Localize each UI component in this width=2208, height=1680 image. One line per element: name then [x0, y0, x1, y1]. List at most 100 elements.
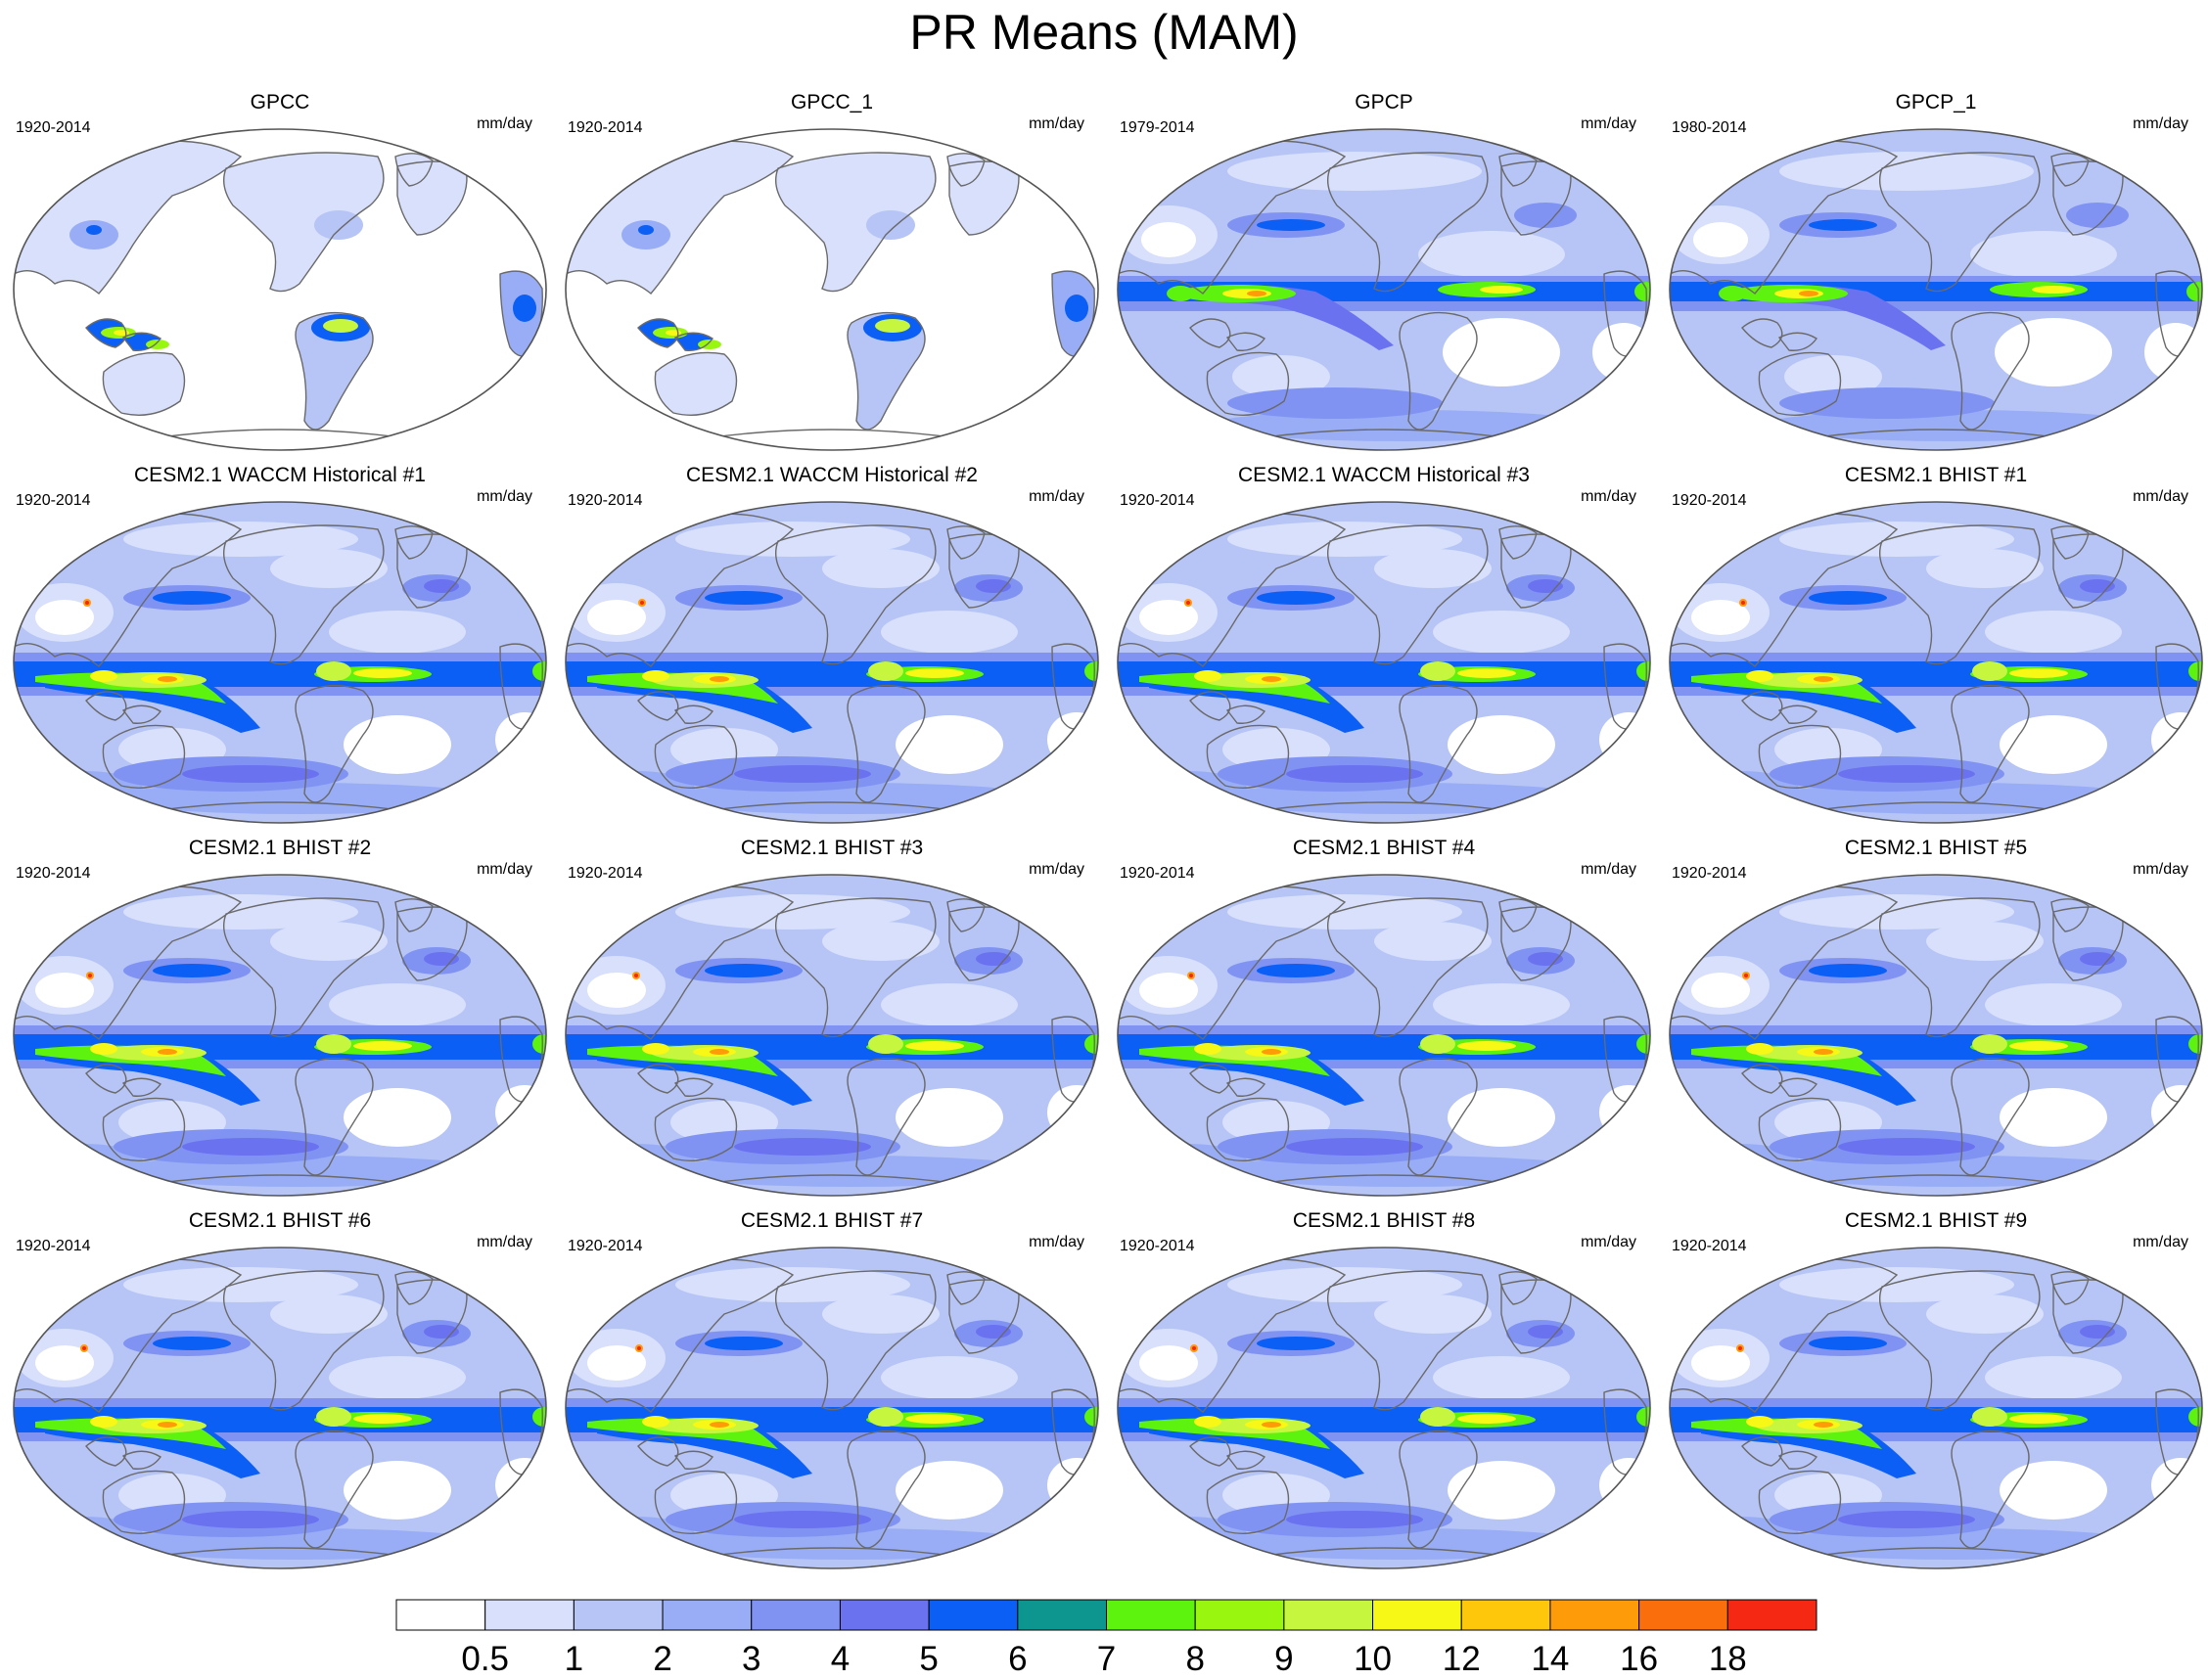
map-panel: GPCP_1 1980-2014 mm/day: [1662, 82, 2208, 456]
colorbar-swatch: [1638, 1599, 1728, 1631]
panel-period: 1920-2014: [1120, 492, 1195, 509]
panel-period: 1920-2014: [1672, 865, 1747, 882]
colorbar-tick-label: 4: [830, 1640, 851, 1678]
colorbar-swatch: [1106, 1599, 1196, 1631]
world-map: [565, 501, 1099, 824]
panel-period: 1920-2014: [1672, 1238, 1747, 1254]
map-panel: CESM2.1 WACCM Historical #1 1920-2014 mm/d…: [6, 455, 554, 829]
panel-title: CESM2.1 BHIST #4: [1292, 837, 1476, 859]
map-panel: CESM2.1 BHIST #4 1920-2014 mm/day: [1110, 828, 1658, 1202]
colorbar-swatch: [1460, 1599, 1551, 1631]
map-panel: CESM2.1 BHIST #2 1920-2014 mm/day: [6, 828, 554, 1202]
panel-units: mm/day: [1581, 861, 1636, 878]
colorbar-swatch: [484, 1599, 575, 1631]
panel-title: GPCP_1: [1895, 91, 1977, 114]
panel-title: CESM2.1 BHIST #9: [1844, 1209, 2028, 1232]
map-panel: GPCP 1979-2014 mm/day: [1110, 82, 1658, 456]
panel-title: GPCC: [250, 91, 310, 114]
panel-units: mm/day: [2133, 488, 2188, 505]
panel-period: 1920-2014: [568, 865, 643, 882]
map-panel: CESM2.1 BHIST #7 1920-2014 mm/day: [558, 1201, 1106, 1574]
colorbar-tick-label: 18: [1708, 1640, 1747, 1678]
colorbar-tick-label: 0.5: [461, 1640, 510, 1678]
panel-title: CESM2.1 BHIST #3: [740, 837, 924, 859]
colorbar-swatch: [662, 1599, 753, 1631]
colorbar-tick-label: 3: [742, 1640, 761, 1678]
map-panel: CESM2.1 BHIST #1 1920-2014 mm/day: [1662, 455, 2208, 829]
map-panel: CESM2.1 WACCM Historical #3 1920-2014 mm/d…: [1110, 455, 1658, 829]
panel-title: CESM2.1 BHIST #5: [1844, 837, 2028, 859]
map-panel: CESM2.1 BHIST #8 1920-2014 mm/day: [1110, 1201, 1658, 1574]
panel-period: 1920-2014: [568, 119, 643, 136]
panel-units: mm/day: [1029, 115, 1084, 132]
colorbar-swatch: [1549, 1599, 1640, 1631]
panel-units: mm/day: [1581, 1234, 1636, 1250]
panel-title: GPCC_1: [790, 91, 874, 114]
panel-units: mm/day: [1029, 488, 1084, 505]
colorbar-swatch: [1194, 1599, 1285, 1631]
panel-title: CESM2.1 WACCM Historical #3: [1238, 464, 1530, 486]
panel-units: mm/day: [1029, 861, 1084, 878]
world-map: [1669, 128, 2203, 451]
panel-units: mm/day: [477, 488, 532, 505]
panel-title: CESM2.1 BHIST #2: [188, 837, 372, 859]
panel-title: CESM2.1 WACCM Historical #1: [134, 464, 426, 486]
panel-units: mm/day: [477, 861, 532, 878]
panel-title: CESM2.1 WACCM Historical #2: [686, 464, 978, 486]
colorbar-swatch: [573, 1599, 664, 1631]
colorbar-tick-label: 14: [1531, 1640, 1570, 1678]
map-panel: GPCC_1 1920-2014 mm/day: [558, 82, 1106, 456]
world-map: [565, 874, 1099, 1197]
world-map: [1669, 874, 2203, 1197]
world-map: [13, 1247, 547, 1569]
panel-title: GPCP: [1355, 91, 1413, 114]
colorbar-tick-label: 2: [653, 1640, 672, 1678]
panel-title: CESM2.1 BHIST #8: [1292, 1209, 1476, 1232]
world-map: [1117, 874, 1651, 1197]
panel-period: 1920-2014: [16, 865, 91, 882]
page-title: PR Means (MAM): [909, 5, 1299, 60]
panel-title: CESM2.1 BHIST #6: [188, 1209, 372, 1232]
panel-period: 1920-2014: [1120, 865, 1195, 882]
colorbar-swatch: [395, 1599, 486, 1631]
panel-units: mm/day: [1581, 488, 1636, 505]
colorbar-swatch: [928, 1599, 1019, 1631]
world-map: [13, 874, 547, 1197]
panel-period: 1920-2014: [568, 1238, 643, 1254]
panel-title: CESM2.1 BHIST #7: [740, 1209, 924, 1232]
map-panel: CESM2.1 BHIST #9 1920-2014 mm/day: [1662, 1201, 2208, 1574]
colorbar-tick-label: 16: [1620, 1640, 1659, 1678]
colorbar-tick-label: 5: [919, 1640, 939, 1678]
panel-units: mm/day: [2133, 861, 2188, 878]
panel-units: mm/day: [2133, 115, 2188, 132]
world-map: [1117, 501, 1651, 824]
panel-units: mm/day: [477, 1234, 532, 1250]
world-map: [1669, 1247, 2203, 1569]
panel-units: mm/day: [477, 115, 532, 132]
colorbar-swatch: [839, 1599, 930, 1631]
colorbar-tick-label: 12: [1442, 1640, 1481, 1678]
colorbar-tick-label: 1: [564, 1640, 584, 1678]
world-map: [1117, 1247, 1651, 1569]
colorbar-tick-label: 7: [1096, 1640, 1117, 1678]
map-panel: CESM2.1 WACCM Historical #2 1920-2014 mm/d…: [558, 455, 1106, 829]
panel-title: CESM2.1 BHIST #1: [1844, 464, 2028, 486]
world-map: [1117, 128, 1651, 451]
colorbar-swatch: [1017, 1599, 1107, 1631]
panel-period: 1920-2014: [16, 492, 91, 509]
colorbar-tick-label: 6: [1008, 1640, 1028, 1678]
panel-period: 1920-2014: [16, 1238, 91, 1254]
panel-units: mm/day: [1029, 1234, 1084, 1250]
colorbar-swatch: [1372, 1599, 1462, 1631]
world-map: [565, 1247, 1099, 1569]
panel-units: mm/day: [2133, 1234, 2188, 1250]
colorbar-swatch: [751, 1599, 841, 1631]
panel-period: 1979-2014: [1120, 119, 1195, 136]
panel-period: 1920-2014: [1120, 1238, 1195, 1254]
panel-period: 1920-2014: [568, 492, 643, 509]
world-map: [13, 128, 547, 451]
colorbar-tick-label: 8: [1185, 1640, 1205, 1678]
colorbar-tick-label: 10: [1354, 1640, 1393, 1678]
map-panel: GPCC 1920-2014 mm/day: [6, 82, 554, 456]
map-panel: CESM2.1 BHIST #6 1920-2014 mm/day: [6, 1201, 554, 1574]
